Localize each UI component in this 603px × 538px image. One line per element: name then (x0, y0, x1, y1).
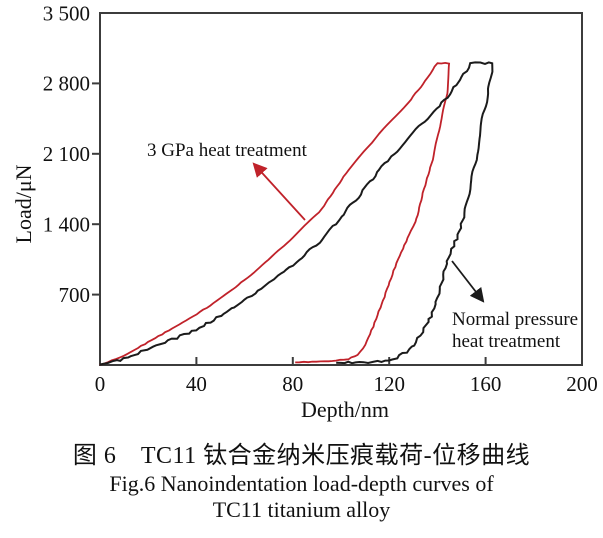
y-tick-label: 3 500 (43, 2, 90, 26)
x-tick-label: 120 (373, 372, 405, 396)
x-tick-label: 80 (282, 372, 303, 396)
x-tick-label: 160 (470, 372, 502, 396)
x-tick-label: 0 (95, 372, 106, 396)
annotation-label-normal-pressure-line2: heat treatment (452, 331, 561, 352)
annotation-arrow-3gpa (252, 162, 306, 221)
y-tick-label: 700 (59, 283, 91, 307)
y-axis-ticks (92, 82, 100, 296)
x-tick-label: 40 (186, 372, 207, 396)
series-3gpa-curve (99, 61, 451, 366)
x-axis-title: Depth/nm (301, 397, 389, 422)
y-axis-title: Load/μN (11, 164, 36, 243)
annotation-label-normal-pressure-line1: Normal pressure (452, 309, 578, 330)
annotation-label-3gpa: 3 GPa heat treatment (147, 140, 308, 161)
nanoindentation-chart: 700 1 400 2 100 2 800 3 500 0 40 80 120 … (11, 2, 598, 423)
annotation-arrow-normal-pressure (451, 260, 485, 303)
y-tick-labels: 700 1 400 2 100 2 800 3 500 (43, 2, 90, 308)
series-normal-pressure-curve (99, 61, 494, 366)
x-tick-labels: 0 40 80 120 160 200 (95, 372, 598, 396)
figure-caption: 图 6 TC11 钛合金纳米压痕载荷-位移曲线 Fig.6 Nanoindent… (0, 441, 603, 523)
y-tick-label: 2 800 (43, 72, 90, 96)
y-tick-label: 1 400 (43, 213, 90, 237)
x-tick-label: 200 (566, 372, 598, 396)
caption-chinese: 图 6 TC11 钛合金纳米压痕载荷-位移曲线 (72, 443, 531, 469)
plot-box (99, 12, 583, 366)
caption-english-line1: Fig.6 Nanoindentation load-depth curves … (109, 471, 494, 496)
y-tick-label: 2 100 (43, 142, 90, 166)
caption-english-line2: TC11 titanium alloy (212, 497, 391, 522)
